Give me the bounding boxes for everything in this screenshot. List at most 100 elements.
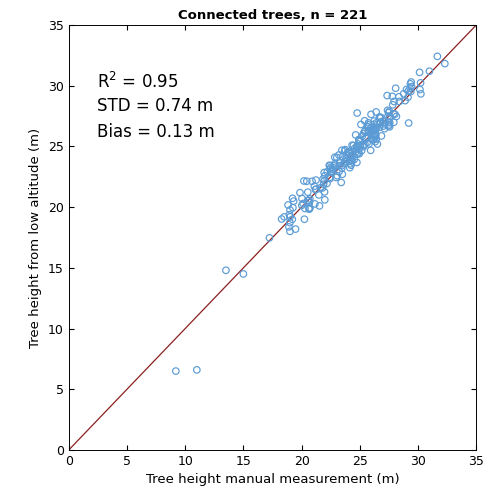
Point bbox=[395, 98, 403, 106]
Point bbox=[306, 195, 314, 203]
Point bbox=[392, 112, 400, 120]
Point bbox=[355, 150, 363, 158]
Point bbox=[286, 213, 294, 221]
Point bbox=[311, 200, 319, 208]
Point bbox=[353, 109, 361, 117]
Point bbox=[300, 177, 308, 185]
Point bbox=[369, 136, 377, 144]
Point bbox=[305, 196, 313, 204]
Point bbox=[310, 182, 318, 190]
Point bbox=[353, 148, 360, 156]
Point bbox=[371, 124, 379, 132]
Point bbox=[385, 118, 393, 126]
Point bbox=[367, 128, 375, 136]
Point bbox=[348, 141, 356, 149]
Point bbox=[305, 198, 313, 206]
Point bbox=[298, 194, 306, 202]
Point bbox=[345, 158, 353, 166]
Point bbox=[385, 123, 393, 131]
Point bbox=[416, 86, 424, 94]
Point bbox=[333, 154, 341, 162]
Point bbox=[385, 112, 393, 120]
Point bbox=[335, 151, 343, 159]
Point bbox=[377, 118, 384, 126]
Point bbox=[338, 170, 346, 178]
Point bbox=[284, 201, 292, 209]
Point bbox=[370, 126, 378, 134]
Point bbox=[363, 138, 371, 146]
Point bbox=[378, 132, 385, 140]
Point bbox=[347, 160, 355, 168]
Point bbox=[355, 146, 363, 154]
Point bbox=[347, 161, 355, 169]
Point bbox=[317, 184, 325, 192]
Point bbox=[304, 188, 312, 196]
Point bbox=[367, 124, 375, 132]
Point bbox=[340, 160, 348, 168]
Point bbox=[356, 142, 364, 150]
Point bbox=[384, 108, 392, 116]
Point bbox=[365, 140, 373, 148]
Point bbox=[372, 135, 380, 143]
Point bbox=[400, 90, 408, 98]
Point bbox=[346, 155, 354, 163]
Point bbox=[303, 177, 311, 185]
Point bbox=[417, 90, 425, 98]
Point bbox=[407, 80, 414, 88]
Point bbox=[426, 67, 434, 75]
Point bbox=[367, 146, 375, 154]
Point bbox=[342, 155, 350, 163]
Point bbox=[395, 93, 403, 101]
Point bbox=[377, 114, 385, 122]
Point bbox=[390, 98, 398, 106]
Point bbox=[336, 159, 344, 167]
Point bbox=[290, 197, 298, 205]
Point bbox=[386, 118, 394, 126]
Point bbox=[372, 108, 380, 116]
Point bbox=[374, 140, 382, 148]
Point bbox=[357, 120, 365, 128]
Point bbox=[355, 144, 363, 152]
Point bbox=[358, 146, 366, 154]
Point bbox=[298, 202, 306, 209]
Point bbox=[353, 142, 360, 150]
Point bbox=[319, 175, 327, 183]
Point bbox=[343, 150, 351, 158]
Point bbox=[390, 110, 398, 118]
Point bbox=[391, 110, 399, 118]
Point bbox=[326, 174, 334, 182]
Point bbox=[362, 134, 370, 142]
Point bbox=[311, 186, 319, 194]
Point bbox=[341, 158, 349, 166]
Point bbox=[383, 106, 391, 114]
Point bbox=[358, 132, 366, 140]
Point bbox=[327, 164, 335, 172]
Point bbox=[337, 178, 345, 186]
Point bbox=[376, 124, 383, 132]
Point bbox=[353, 150, 361, 158]
Point bbox=[385, 121, 393, 129]
Point bbox=[372, 126, 380, 134]
Point bbox=[354, 140, 362, 148]
Point bbox=[356, 138, 364, 145]
Point bbox=[384, 122, 392, 130]
Point bbox=[319, 184, 327, 192]
Point bbox=[339, 152, 347, 160]
Point bbox=[348, 156, 355, 164]
Point bbox=[286, 228, 294, 235]
Point bbox=[355, 136, 363, 144]
Point bbox=[347, 152, 355, 160]
Point bbox=[321, 188, 328, 196]
Point bbox=[326, 165, 334, 173]
Point bbox=[404, 93, 412, 101]
Text: $\mathregular{R^2}$ = 0.95: $\mathregular{R^2}$ = 0.95 bbox=[97, 72, 179, 92]
Point bbox=[315, 191, 323, 199]
Point bbox=[369, 128, 377, 136]
Point bbox=[321, 172, 329, 180]
Point bbox=[372, 131, 380, 139]
Point bbox=[401, 96, 409, 104]
Point bbox=[286, 206, 294, 214]
Point bbox=[369, 126, 377, 134]
Point bbox=[285, 223, 293, 231]
Point bbox=[338, 162, 346, 170]
